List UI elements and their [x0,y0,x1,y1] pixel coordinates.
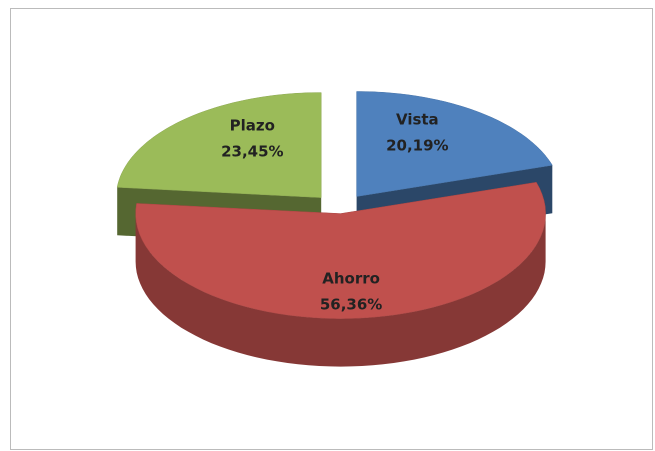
pie [116,91,553,367]
slice-value-label: 20,19% [386,137,448,155]
slice-value-label: 56,36% [320,295,382,313]
labels: Vista 20,19% Plazo 23,45% Ahorro 56,36% [221,111,448,314]
slice-rim [135,213,546,367]
slice-category-label: Ahorro [322,269,380,287]
slice [356,91,553,197]
slice [135,182,546,319]
slice-category-label: Vista [396,111,439,129]
slice-value-label: 23,45% [221,143,283,161]
slice [116,92,322,198]
slice-category-label: Plazo [230,117,275,135]
